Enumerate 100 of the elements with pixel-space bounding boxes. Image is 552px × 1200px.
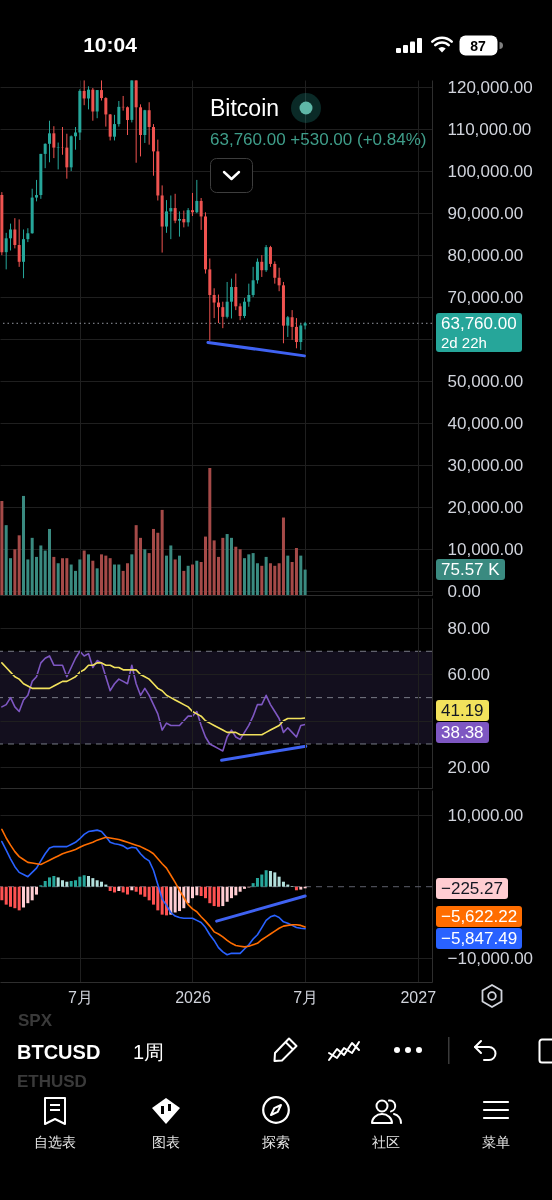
bar — [203, 886, 207, 899]
bar — [26, 886, 30, 904]
bar — [260, 565, 264, 595]
bar — [294, 548, 298, 595]
bar — [273, 872, 277, 887]
y-tick-label: 20.00 — [447, 757, 491, 777]
bar — [126, 563, 129, 595]
candlestick — [100, 79, 103, 102]
text: SPX — [18, 1011, 53, 1031]
bar — [95, 568, 99, 595]
candlestick — [117, 100, 121, 128]
bar — [9, 886, 13, 907]
bar — [52, 875, 56, 887]
bar — [299, 886, 303, 890]
bar — [303, 569, 307, 595]
candlestick — [268, 245, 272, 268]
y-tick-label: 80.00 — [447, 618, 491, 638]
candlestick — [147, 101, 151, 146]
bar — [17, 535, 21, 595]
candlestick — [273, 260, 277, 285]
text: 菜单 — [482, 1133, 510, 1151]
candlestick — [234, 273, 238, 311]
candlestick — [277, 267, 281, 292]
candlestick — [113, 114, 116, 141]
bar — [264, 870, 268, 887]
bar — [281, 517, 285, 595]
text: 10:04 — [83, 32, 137, 58]
bar — [173, 559, 177, 595]
bar — [225, 534, 229, 595]
bar — [160, 509, 164, 595]
bar — [264, 556, 268, 595]
bar — [186, 565, 190, 595]
candlestick — [26, 227, 30, 243]
bar — [134, 525, 138, 595]
candlestick — [4, 232, 8, 270]
x-tick-label: 2027 — [400, 988, 437, 1006]
candlestick — [225, 281, 229, 319]
text: 1周 — [133, 1040, 165, 1064]
bar — [82, 550, 86, 595]
bar — [208, 468, 212, 595]
candlestick — [61, 126, 65, 156]
bar — [143, 549, 147, 595]
candlestick — [52, 125, 56, 159]
bar — [138, 886, 142, 895]
text: 图表 — [152, 1133, 180, 1151]
bar — [82, 875, 86, 887]
bar — [78, 559, 82, 595]
bar — [169, 886, 173, 915]
bar — [221, 537, 225, 595]
bar — [273, 565, 277, 595]
candlestick — [190, 192, 194, 217]
bar — [117, 886, 121, 892]
bar — [242, 886, 246, 889]
bar — [221, 886, 225, 907]
bar — [43, 880, 47, 887]
candlestick — [35, 179, 39, 202]
bar — [195, 886, 199, 896]
y-tick-label: 70,000.00 — [447, 287, 524, 307]
text: 自选表 — [34, 1133, 76, 1151]
text: BTCUSD — [17, 1040, 101, 1064]
bar — [286, 555, 290, 595]
bar — [48, 877, 52, 887]
candlestick — [303, 321, 307, 330]
candlestick — [229, 278, 233, 319]
bar — [186, 886, 190, 904]
text: 63,760.00 +530.00 (+0.84%) — [210, 130, 427, 150]
bar — [56, 563, 60, 595]
bar — [190, 564, 194, 595]
bar — [126, 886, 129, 895]
y-tick-label: 20,000.00 — [447, 497, 524, 517]
bar — [156, 886, 160, 911]
bar — [0, 501, 4, 595]
candlestick — [186, 207, 190, 228]
text: −5,622.22 — [441, 906, 518, 928]
y-tick-label: 30,000.00 — [447, 455, 524, 475]
y-tick-label: 40,000.00 — [447, 413, 524, 433]
text: 2d 22h — [441, 333, 488, 352]
bar — [69, 880, 73, 887]
candlestick — [108, 113, 112, 141]
bar — [299, 555, 303, 595]
candlestick — [164, 199, 168, 234]
bar — [225, 886, 229, 902]
bar — [78, 876, 82, 887]
bar — [169, 545, 173, 595]
candlestick — [95, 89, 99, 119]
text: 38.38 — [441, 721, 484, 743]
candlestick — [43, 142, 47, 169]
text: 社区 — [372, 1133, 400, 1151]
bar — [229, 537, 233, 595]
bar — [268, 870, 272, 887]
y-tick-label: 50,000.00 — [447, 371, 524, 391]
candlestick — [65, 133, 69, 180]
bar — [242, 558, 246, 595]
line-series — [1, 662, 306, 736]
bar — [104, 555, 108, 595]
x-tick-label: 7月 — [293, 988, 319, 1006]
y-tick-label: 80,000.00 — [447, 245, 524, 265]
bar — [251, 553, 255, 595]
candlestick — [221, 301, 225, 329]
bar — [48, 528, 52, 595]
